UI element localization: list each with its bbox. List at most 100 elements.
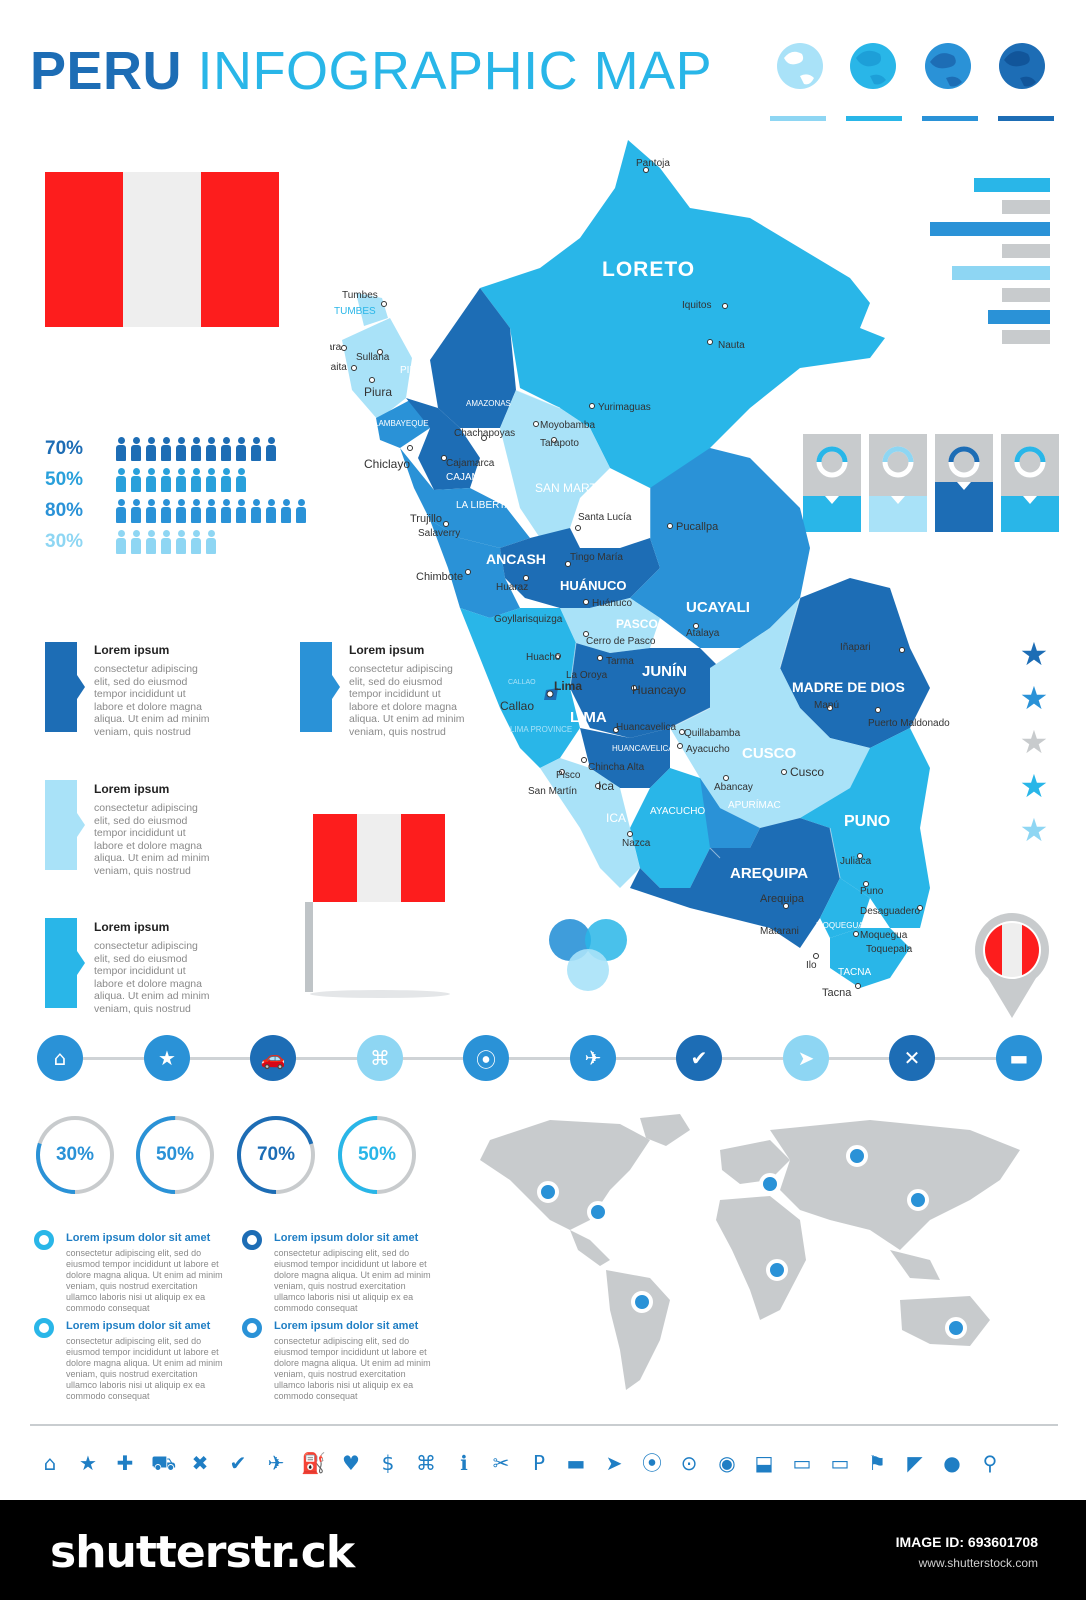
parking-icon[interactable]: P — [532, 1451, 546, 1475]
person-icon — [130, 499, 142, 523]
fuel-icon[interactable]: ⛽ — [301, 1451, 326, 1475]
person-icon — [160, 437, 172, 461]
round-pin-icon[interactable]: ● — [943, 1451, 961, 1475]
command-icon[interactable]: ⌘ — [416, 1451, 436, 1475]
percent-label: 80% — [45, 500, 84, 521]
info-icon[interactable]: ℹ — [460, 1451, 468, 1475]
donut-arc — [338, 1116, 416, 1194]
cross-cutlery-icon[interactable]: ✕ — [889, 1035, 935, 1081]
city-label: Piura — [364, 385, 392, 399]
continent-greenland — [640, 1114, 690, 1146]
heart-icon[interactable]: ♥ — [342, 1451, 360, 1475]
home-icon[interactable]: ⌂ — [43, 1451, 57, 1475]
cutlery-icon[interactable]: ✂ — [492, 1451, 510, 1475]
star-icon[interactable]: ★ — [79, 1451, 97, 1475]
person-icon — [160, 499, 172, 523]
city-label: Cajamarca — [446, 458, 495, 469]
pennant-icon[interactable]: ◤ — [907, 1451, 923, 1475]
wide-speech-bubble-icon[interactable]: ▭ — [830, 1451, 850, 1475]
city-label: Iquitos — [682, 300, 711, 311]
city-label: Cerro de Pasco — [586, 636, 656, 647]
city-label: Huánuco — [592, 598, 632, 609]
car-icon[interactable]: ⛟ — [151, 1451, 177, 1475]
bullet-ring-icon — [34, 1318, 54, 1338]
airplane-icon[interactable]: ✈ — [570, 1035, 616, 1081]
star-icon: ★ — [1019, 767, 1049, 805]
city-label: Abancay — [714, 782, 753, 793]
bottom-divider — [30, 1424, 1058, 1426]
person-icon — [145, 499, 157, 523]
home-icon[interactable]: ⌂ — [37, 1035, 83, 1081]
checkmark-icon[interactable]: ✔ — [676, 1035, 722, 1081]
navigation-arrow-icon[interactable]: ➤ — [783, 1035, 829, 1081]
airplane-icon[interactable]: ✈ — [267, 1451, 285, 1475]
target-pin-icon[interactable]: ◉ — [718, 1451, 736, 1475]
city-label: Talara — [330, 342, 342, 353]
plus-icon[interactable]: ✚ — [116, 1451, 134, 1475]
star-icon[interactable]: ★ — [144, 1035, 190, 1081]
command-icon[interactable]: ⌘ — [357, 1035, 403, 1081]
flag-icon[interactable]: ⚑ — [868, 1451, 886, 1475]
continent-asia — [770, 1120, 1020, 1250]
navigation-arrow-icon[interactable]: ➤ — [605, 1451, 623, 1475]
donut-chart — [136, 1116, 214, 1194]
region-san-martin — [500, 390, 610, 538]
city-label: Puno — [860, 886, 884, 897]
location-pin-icon[interactable]: ⦿ — [463, 1035, 509, 1081]
map-marker-icon[interactable]: ⊙ — [680, 1451, 698, 1475]
donut-chart — [237, 1116, 315, 1194]
bullet-ring-icon — [242, 1318, 262, 1338]
checkmark-icon[interactable]: ✔ — [229, 1451, 247, 1475]
city-label: Juliaca — [840, 856, 872, 867]
person-icon — [175, 530, 187, 554]
region-label: SAN MARTÍN — [535, 480, 609, 495]
city-label: Tacna — [822, 987, 852, 999]
continent-southeast-asia — [890, 1250, 940, 1280]
city-label: Goyllarisquizga — [494, 614, 563, 625]
close-icon[interactable]: ✖ — [191, 1451, 209, 1475]
region-ucayali — [630, 448, 810, 648]
person-icon — [205, 499, 217, 523]
person-icon — [265, 437, 277, 461]
info-tab — [45, 642, 85, 732]
dollar-icon[interactable]: $ — [381, 1451, 395, 1475]
globe-icon — [770, 43, 826, 121]
search-icon[interactable]: ⚲ — [982, 1451, 998, 1475]
person-icon — [115, 437, 127, 461]
region-label: LAMBAYEQUE — [374, 419, 429, 428]
map-pin-icon — [907, 1189, 929, 1211]
percent-row: 30% — [45, 529, 217, 555]
continent-south-america — [606, 1270, 670, 1390]
region-cusco — [670, 598, 870, 828]
person-icon — [250, 437, 262, 461]
region-amazonas — [430, 288, 516, 428]
region-apurimac — [700, 778, 760, 858]
region-label: ANCASH — [486, 551, 546, 567]
region-label: LA LIBERTAD — [456, 500, 518, 511]
ribbon-pin-icon[interactable]: ⬓ — [754, 1451, 774, 1475]
star-icon: ★ — [1019, 811, 1049, 849]
world-map — [480, 1114, 1020, 1390]
speech-bubble-icon[interactable]: ▭ — [792, 1451, 812, 1475]
region-label: MADRE DE DIOS — [792, 679, 905, 695]
location-pin-icon[interactable]: ⦿ — [642, 1451, 662, 1475]
region-label: AREQUIPA — [730, 865, 808, 882]
watermark-footer — [0, 1500, 1086, 1600]
region-label: AMAZONAS — [466, 399, 511, 408]
donut-label: 50% — [155, 1144, 195, 1165]
icon-row-line — [42, 1057, 1018, 1060]
percent-row: 70% — [45, 436, 277, 462]
car-icon[interactable]: 🚗 — [250, 1035, 296, 1081]
bed-icon[interactable]: ▬ — [996, 1035, 1042, 1081]
bullet-ring-icon — [242, 1230, 262, 1250]
region-label: PASCO — [616, 617, 658, 631]
city-label: Moquegua — [860, 930, 908, 941]
bed-icon[interactable]: ▬ — [566, 1451, 586, 1475]
person-icon — [220, 468, 232, 492]
region-label: HUANCAVELICA — [612, 744, 674, 753]
person-icon — [235, 499, 247, 523]
globe-icon — [998, 43, 1054, 121]
city-label: Paita — [330, 362, 347, 373]
city-label: Tarma — [606, 656, 634, 667]
region-la-libertad — [400, 448, 530, 548]
